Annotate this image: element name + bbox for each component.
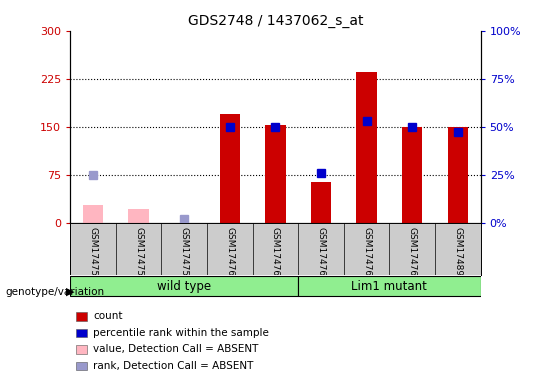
Text: count: count <box>93 311 123 321</box>
Bar <box>83 205 103 223</box>
Text: GSM174757: GSM174757 <box>89 227 98 282</box>
Text: GSM174759: GSM174759 <box>180 227 188 282</box>
Text: GSM174762: GSM174762 <box>316 227 326 281</box>
Bar <box>70 276 298 296</box>
Text: GSM174758: GSM174758 <box>134 227 143 282</box>
Text: GSM174763: GSM174763 <box>362 227 371 282</box>
Text: GSM174891: GSM174891 <box>453 227 462 282</box>
Text: GSM174761: GSM174761 <box>271 227 280 282</box>
Bar <box>129 209 149 223</box>
Text: value, Detection Call = ABSENT: value, Detection Call = ABSENT <box>93 344 258 354</box>
Text: genotype/variation: genotype/variation <box>5 287 105 297</box>
Text: percentile rank within the sample: percentile rank within the sample <box>93 328 269 338</box>
Bar <box>402 127 422 223</box>
Text: GSM174760: GSM174760 <box>225 227 234 282</box>
Bar <box>448 127 468 223</box>
Bar <box>298 276 481 296</box>
Text: Lim1 mutant: Lim1 mutant <box>352 280 427 293</box>
Bar <box>220 114 240 223</box>
Text: rank, Detection Call = ABSENT: rank, Detection Call = ABSENT <box>93 361 253 371</box>
Text: wild type: wild type <box>157 280 211 293</box>
Title: GDS2748 / 1437062_s_at: GDS2748 / 1437062_s_at <box>188 14 363 28</box>
Bar <box>356 72 377 223</box>
Bar <box>265 126 286 223</box>
Text: ▶: ▶ <box>66 287 75 297</box>
Bar <box>310 182 331 223</box>
Text: GSM174764: GSM174764 <box>408 227 417 281</box>
